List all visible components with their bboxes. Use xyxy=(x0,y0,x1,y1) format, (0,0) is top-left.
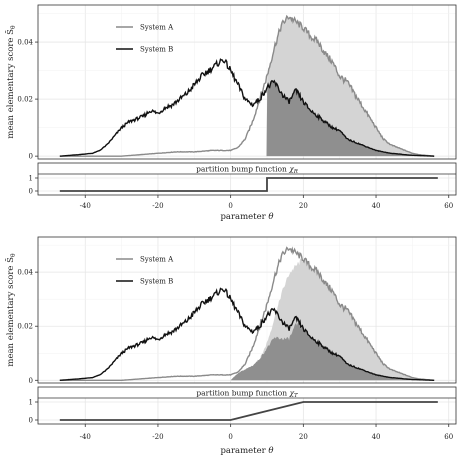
x-axis-label-text: parameter xyxy=(220,446,268,456)
inset-bump-line xyxy=(59,401,438,421)
inset-title: partition bump function χT xyxy=(196,389,298,400)
y-tick-label: 0 xyxy=(29,153,33,161)
x-tick-label: 60 xyxy=(444,433,453,441)
inset-title-sym: χ xyxy=(288,165,294,174)
inset-bump-line xyxy=(59,177,438,192)
y-axis-label-sub: θ xyxy=(10,253,17,257)
series-line-system-a xyxy=(59,246,435,381)
legend-label-system-b: System B xyxy=(140,46,173,54)
y-tick-label: 0.02 xyxy=(17,96,33,104)
area-weighted-b xyxy=(59,322,435,381)
x-tick-label: 20 xyxy=(299,433,308,441)
area-weighted-a xyxy=(59,16,435,157)
x-tick-label: 60 xyxy=(444,202,453,210)
inset-frame xyxy=(37,386,457,425)
series-line-system-b xyxy=(59,58,435,157)
x-tick-label: 0 xyxy=(228,202,232,210)
inset-title-sub: T xyxy=(294,393,298,399)
x-axis-label-sym: θ xyxy=(268,212,273,222)
x-axis-label-sym: θ xyxy=(268,446,273,456)
plot-frame xyxy=(37,4,457,160)
inset-title-sym: χ xyxy=(288,389,294,398)
x-axis-label-text: parameter xyxy=(220,212,268,222)
y-tick-label: 0.04 xyxy=(17,39,33,47)
plot-frame xyxy=(37,236,457,384)
inset-frame xyxy=(37,162,457,196)
legend: System A System B xyxy=(116,256,174,286)
x-axis-label: parameter θ xyxy=(220,212,273,222)
legend-label-system-b: System B xyxy=(140,278,173,286)
y-axis-label: mean elementary score S̄θ xyxy=(4,25,17,139)
y-axis-label-sub: θ xyxy=(10,25,17,29)
x-tick-label: -40 xyxy=(80,202,91,210)
series-line-system-a xyxy=(59,14,435,157)
legend-label-system-a: System A xyxy=(140,24,174,32)
area-weighted-a xyxy=(59,258,435,381)
inset-title-text: partition bump function xyxy=(196,165,289,174)
x-tick-label: 20 xyxy=(299,202,308,210)
inset-area xyxy=(38,387,456,424)
series-line-system-b xyxy=(59,287,435,381)
y-tick-label: 0 xyxy=(29,377,33,385)
y-tick-label: 0.04 xyxy=(17,269,33,277)
x-tick-label: -40 xyxy=(80,433,91,441)
x-tick-label: -20 xyxy=(152,202,163,210)
legend: System A System B xyxy=(116,24,174,54)
inset-area xyxy=(38,163,456,195)
inset-title-text: partition bump function xyxy=(196,389,289,398)
x-tick-label: -20 xyxy=(152,433,163,441)
y-axis-label: mean elementary score S̄θ xyxy=(4,253,17,367)
y-tick-label: 0.02 xyxy=(17,323,33,331)
x-axis-label: parameter θ xyxy=(220,446,273,456)
x-tick-label: 0 xyxy=(228,433,232,441)
inset-y-tick-label: 0 xyxy=(29,188,33,196)
y-axis-label-text: mean elementary score S̄ xyxy=(4,29,16,139)
x-tick-label: 40 xyxy=(372,433,381,441)
legend-label-system-a: System A xyxy=(140,256,174,264)
x-tick-label: 40 xyxy=(372,202,381,210)
inset-y-tick-label: 0 xyxy=(29,417,33,425)
inset-y-tick-label: 1 xyxy=(29,399,33,407)
inset-y-tick-label: 1 xyxy=(29,175,33,183)
inset-title: partition bump function χR xyxy=(196,165,298,176)
y-axis-label-text: mean elementary score S̄ xyxy=(4,257,16,367)
area-weighted-b xyxy=(59,80,435,157)
inset-title-sub: R xyxy=(293,169,298,175)
